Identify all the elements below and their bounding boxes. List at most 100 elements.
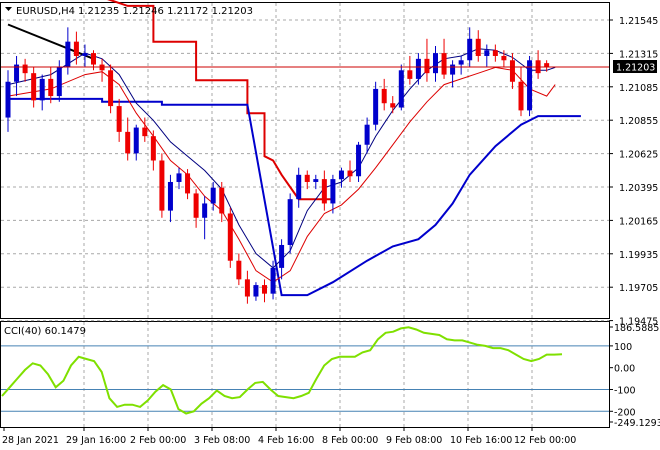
candle [484,44,490,68]
candle [544,60,550,72]
candle-body [244,279,250,297]
candle-body [185,173,191,194]
lower-band-line [8,97,581,297]
candle [202,196,208,240]
time-tick-label: 28 Jan 2021 [2,435,59,446]
cci-label: CCI(40) 60.1479 [4,326,86,337]
candle [14,55,20,97]
candle [458,55,464,75]
upper-band-line [107,0,333,201]
candle-body [398,70,404,108]
grid-lines [1,3,609,427]
candle-body [227,213,233,261]
candle-body [304,174,310,182]
candle-body [518,81,524,111]
candle [347,160,353,182]
candle-body [262,285,267,294]
cci-line [1,326,563,415]
candle-body [321,179,327,204]
candle [467,27,473,68]
price-tick-label: 1.20165 [619,216,658,227]
candle [262,279,267,303]
candle [492,44,498,62]
candle-body [219,187,225,214]
candle [31,67,37,108]
candle-body [193,193,199,218]
candle [108,64,114,114]
candle [210,181,216,211]
candle-body [210,187,216,204]
candle [270,260,276,300]
price-tick-label: 1.21315 [619,49,658,60]
candle-body [467,38,473,61]
candle-body [287,199,293,245]
candle [381,78,387,111]
candle [321,170,327,211]
candle-body [407,70,413,79]
candle [244,270,250,304]
candle [22,58,28,82]
candle-body [48,78,54,97]
candle [509,53,515,89]
price-axis: 1.21545 1.21315 1.21085 1.20855 1.20625 1.203… [609,16,658,328]
candle-body [167,181,173,211]
time-tick-label: 3 Feb 08:00 [194,435,250,446]
candle [125,117,131,161]
time-tick-label: 10 Feb 16:00 [450,435,512,446]
candle-body [108,70,114,107]
candle [501,50,507,68]
cci-level-lines [1,345,609,412]
candle-body [56,67,62,97]
candle-body [31,73,37,101]
candle-body [159,160,165,211]
candle-body [313,179,319,182]
candle [227,207,233,268]
candle-body [39,78,45,101]
candle-body [475,38,481,56]
candle [313,174,319,190]
cci-tick-label: 186.5885 [614,323,659,334]
candle-body [390,103,396,108]
current-price-line: 1.21203 [1,60,657,74]
candle [450,60,456,88]
candle-body [296,174,302,200]
candle [364,117,370,154]
price-panel [0,2,610,319]
candle [73,31,79,65]
candle [415,53,421,85]
symbol-label: EURUSD,H4 [16,6,75,17]
candle [142,117,148,142]
candle [116,98,122,142]
candle [48,67,54,104]
candle [390,96,396,114]
candle [296,167,302,208]
candle-body [441,53,447,75]
candle-body [142,127,148,137]
candle [219,181,225,223]
price-tick-label: 1.19705 [619,283,658,294]
candle-body [364,124,370,145]
candle [441,38,447,79]
cci-axis: 186.5885 100 0.00 -100 -200-249.1293 [609,323,660,429]
candle-body [176,173,182,182]
candle [236,253,242,286]
candle-body [458,60,464,65]
candle [279,239,285,280]
candle-body [347,170,353,177]
candle [527,55,533,117]
candle [185,169,191,200]
collapse-arrow-icon[interactable] [5,7,12,11]
candle-body [279,244,285,268]
time-tick-label: 4 Feb 16:00 [258,435,314,446]
candle [133,124,139,161]
candle [304,170,310,190]
candle [150,130,156,171]
candle [176,167,182,190]
candle-body [65,41,71,68]
candle [338,167,344,188]
candle [518,67,524,117]
candle-body [330,179,336,204]
candle-body [133,127,139,154]
cci-tick-label: 100 [614,342,632,353]
